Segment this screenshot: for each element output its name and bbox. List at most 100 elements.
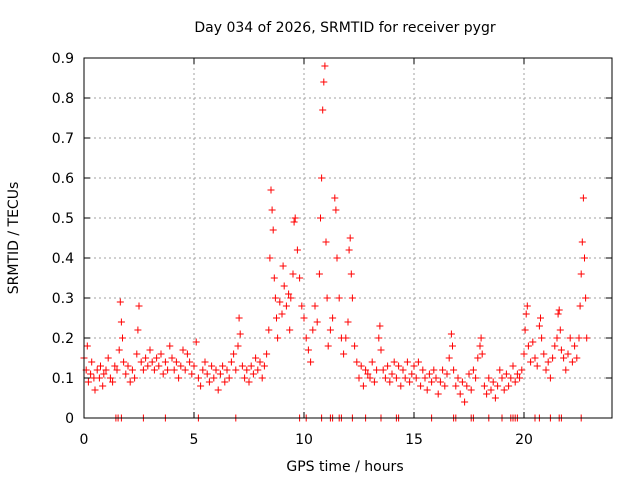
data-point [128, 366, 136, 374]
data-point [432, 374, 440, 382]
data-point [205, 378, 213, 386]
data-point [467, 386, 475, 394]
data-point [321, 62, 329, 70]
data-point [430, 366, 438, 374]
data-point [269, 226, 277, 234]
data-point [554, 310, 562, 318]
data-points [80, 62, 591, 422]
data-point [124, 362, 132, 370]
data-point [368, 358, 376, 366]
data-point [568, 358, 576, 366]
data-point [531, 354, 539, 362]
data-point [348, 294, 356, 302]
data-point [150, 366, 158, 374]
data-point [487, 386, 495, 394]
data-point [235, 314, 243, 322]
data-point [137, 358, 145, 366]
data-point [485, 374, 493, 382]
data-point [376, 322, 384, 330]
data-point [465, 370, 473, 378]
data-point [505, 382, 513, 390]
data-point [480, 382, 488, 390]
data-point [208, 362, 216, 370]
data-point [194, 374, 202, 382]
data-point [99, 382, 107, 390]
data-point [408, 370, 416, 378]
data-point [324, 342, 332, 350]
data-point [289, 270, 297, 278]
data-point [384, 362, 392, 370]
data-point [379, 366, 387, 374]
data-point [164, 366, 172, 374]
data-point [120, 358, 128, 366]
data-point [201, 358, 209, 366]
data-point [266, 254, 274, 262]
data-point [335, 294, 343, 302]
data-point [395, 362, 403, 370]
data-point [290, 218, 298, 226]
data-point [549, 354, 557, 362]
tick-labels: 0 5 10 15 20 0 0.1 0.2 0.3 0.4 0.5 0.6 0.7 0.8 0.9 [52, 51, 533, 448]
data-point [527, 358, 535, 366]
data-point [159, 370, 167, 378]
data-point [170, 366, 178, 374]
data-point [346, 234, 354, 242]
data-point [100, 370, 108, 378]
data-point [84, 378, 92, 386]
data-point [104, 354, 112, 362]
data-point [419, 366, 427, 374]
data-point [476, 342, 484, 350]
data-point [498, 374, 506, 382]
data-point [115, 346, 123, 354]
y-tick-label: 0.7 [52, 131, 74, 147]
data-point [238, 362, 246, 370]
data-point [304, 346, 312, 354]
data-point [319, 106, 327, 114]
data-point [116, 298, 124, 306]
data-point [300, 314, 308, 322]
data-point [496, 366, 504, 374]
data-point [313, 318, 321, 326]
data-point [370, 378, 378, 386]
data-point [399, 366, 407, 374]
data-point [518, 366, 526, 374]
data-point [271, 294, 279, 302]
data-point [524, 342, 532, 350]
data-point [366, 374, 374, 382]
data-point [357, 362, 365, 370]
data-point [245, 378, 253, 386]
data-point [175, 374, 183, 382]
data-point [109, 378, 117, 386]
data-point [347, 270, 355, 278]
data-point [502, 370, 510, 378]
data-point [443, 370, 451, 378]
data-point [359, 382, 367, 390]
data-point [323, 294, 331, 302]
data-point [197, 382, 205, 390]
data-point [428, 378, 436, 386]
data-point [566, 334, 574, 342]
data-point [345, 246, 353, 254]
data-point [177, 362, 185, 370]
x-axis-label: GPS time / hours [286, 459, 403, 475]
data-point [333, 254, 341, 262]
data-point [280, 282, 288, 290]
data-point [161, 358, 169, 366]
data-point [135, 302, 143, 310]
data-point [146, 346, 154, 354]
y-tick-label: 0.8 [52, 91, 74, 107]
data-point [216, 370, 224, 378]
data-point [230, 350, 238, 358]
data-point [276, 298, 284, 306]
y-tick-label: 0.5 [52, 211, 74, 227]
data-point [258, 374, 266, 382]
data-point [332, 206, 340, 214]
data-point [153, 354, 161, 362]
data-point [441, 382, 449, 390]
data-point [436, 378, 444, 386]
data-point [122, 370, 130, 378]
data-point [106, 374, 114, 382]
data-point [469, 366, 477, 374]
plot-frame [83, 57, 613, 419]
y-tick-label: 0.9 [52, 51, 74, 67]
